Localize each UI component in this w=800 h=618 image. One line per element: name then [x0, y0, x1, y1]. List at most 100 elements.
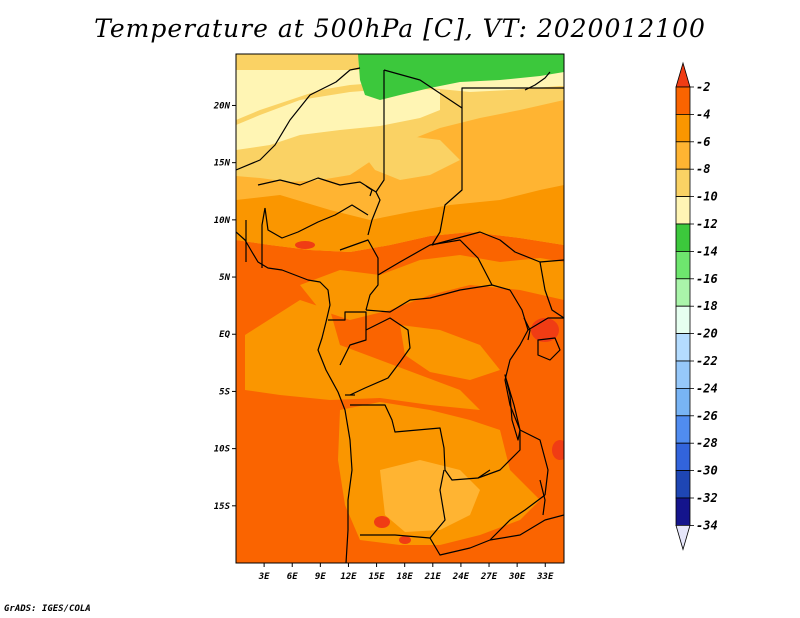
colorbar-label: -6: [696, 135, 710, 149]
lon-tick-label: 24E: [452, 572, 470, 582]
border-niger-nigeria: [257, 177, 377, 193]
colorbar-label: -4: [696, 107, 710, 121]
lon-tick-label: 21E: [424, 572, 442, 582]
field-congo-orange: [245, 300, 480, 410]
colorbar-segment: [675, 387, 691, 417]
border-car-drc: [365, 284, 511, 313]
colorbar-label: -28: [696, 436, 718, 450]
border-sudan-south: [431, 231, 564, 263]
colorbar-label: -20: [696, 327, 718, 341]
border-car-south: [377, 239, 493, 286]
colorbar-segment: [675, 86, 691, 115]
red-sea-coast: [524, 71, 551, 91]
border-gabon: [328, 311, 367, 366]
colorbar-label: -32: [696, 491, 718, 505]
field-sahel-orange-lobe: [236, 185, 564, 252]
lat-tick-label: 5S: [219, 387, 230, 397]
border-cameroon-car: [339, 239, 379, 311]
colorbar-label: -22: [696, 354, 718, 368]
lon-tick-label: 30E: [508, 572, 526, 582]
colorbar-over-arrow: [675, 61, 691, 88]
lon-tick-label: 33E: [536, 572, 554, 582]
lake-malawi: [539, 479, 546, 516]
colorbar-segment: [675, 415, 691, 444]
colorbar-under-arrow: [675, 525, 691, 551]
colorbar-segment: [675, 470, 691, 499]
border-nigeria-west: [261, 207, 266, 268]
colorbar: -2 -4 -6 -8 -10 -12 -14 -16 -18 -20 -22 -24 -26 -28 -3…: [675, 61, 718, 551]
field-sahara-tongue: [360, 135, 460, 180]
colorbar-label: -10: [696, 190, 718, 204]
colorbar-segment: [675, 442, 691, 472]
colorbar-label: -8: [696, 162, 710, 176]
lake-albert: [523, 317, 531, 341]
lon-tick-label: 27E: [480, 572, 498, 582]
field-pale-band: [236, 70, 564, 120]
border-nigeria-cameroon: [264, 204, 369, 239]
colorbar-label: -18: [696, 299, 718, 313]
colorbar-segment: [675, 278, 691, 307]
border-ethiopia: [539, 261, 564, 319]
grads-credit: GrADS: IGES/COLA: [4, 604, 91, 614]
lat-tick-label: 10S: [214, 445, 231, 455]
field-local-max-south: [374, 516, 390, 528]
lat-tick-label: 5N: [219, 273, 230, 283]
lake-victoria: [537, 337, 561, 361]
colorbar-segment: [675, 305, 691, 335]
lat-tick-label: 20N: [213, 101, 231, 111]
field-basin-orange: [400, 325, 500, 380]
field-local-max-ne: [552, 440, 564, 460]
border-libya-chad: [367, 70, 385, 236]
lat-tick-label: EQ: [219, 330, 230, 340]
lon-tick-label: 18E: [397, 572, 414, 582]
lon-tick-label: 6E: [287, 572, 298, 582]
field-local-max-sw: [399, 536, 411, 544]
border-malawi: [489, 494, 546, 541]
field-central-orange: [300, 255, 564, 320]
colorbar-segment: [675, 497, 691, 526]
field-southern-light: [380, 460, 480, 532]
border-namibia: [360, 534, 431, 539]
longitude-axis: 3E 6E 9E 12E 15E 18E 21E 24E 27E 30E 33E: [258, 563, 554, 582]
lon-tick-label: 12E: [340, 572, 357, 582]
map-title: Temperature at 500hPa [C], VT: 202001210…: [94, 14, 706, 43]
border-niger-algeria: [236, 67, 361, 171]
plot-frame: [235, 53, 565, 564]
field-local-max-west: [295, 241, 315, 249]
colorbar-label: -26: [696, 409, 718, 423]
latitude-axis: 20N 15N 10N 5N EQ 5S 10S 15S: [213, 101, 236, 512]
lon-tick-label: 15E: [368, 572, 385, 582]
colorbar-segment: [675, 333, 691, 362]
border-libya-egypt: [383, 69, 564, 109]
lat-tick-label: 15S: [214, 502, 231, 512]
colorbar-label: -30: [696, 464, 718, 478]
colorbar-label: -14: [696, 244, 718, 258]
border-angola-drc: [350, 404, 491, 481]
lon-tick-label: 9E: [315, 572, 326, 582]
colorbar-label: -24: [696, 381, 718, 395]
coastlines-and-borders: [236, 67, 564, 563]
lake-chad: [365, 185, 373, 197]
colorbar-segment: [675, 223, 691, 252]
lon-tick-label: 3E: [258, 572, 270, 582]
lake-tanganyika: [504, 374, 521, 441]
field-cold-pool: [358, 54, 564, 100]
field-pale-west: [236, 88, 440, 150]
colorbar-segment: [675, 196, 691, 225]
colorbar-segment: [675, 168, 691, 197]
temperature-field: [236, 54, 564, 563]
colorbar-segment: [675, 250, 691, 280]
border-zambia-east: [477, 430, 521, 479]
border-congo-drc: [349, 317, 411, 396]
colorbar-label: -2: [696, 80, 710, 94]
border-tanzania: [519, 429, 549, 496]
lat-tick-label: 15N: [214, 159, 231, 169]
border-drc-east: [504, 289, 529, 431]
border-zimbabwe: [489, 514, 564, 541]
colorbar-label: -12: [696, 217, 718, 231]
border-egypt-sudan: [431, 108, 463, 246]
lat-tick-label: 10N: [214, 216, 231, 226]
colorbar-label: -34: [696, 518, 718, 532]
border-uganda-kenya: [527, 317, 564, 331]
